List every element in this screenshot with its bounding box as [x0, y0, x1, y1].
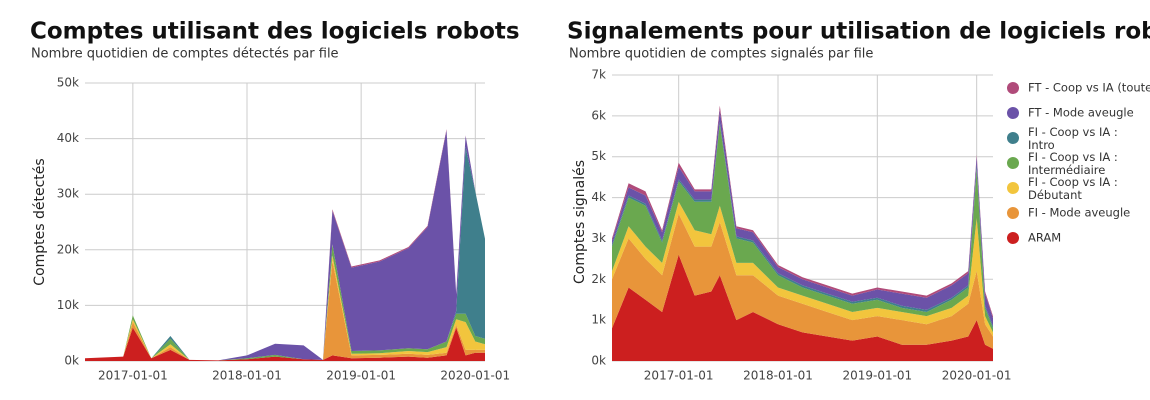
x-tick-label: 2020-01-01: [440, 369, 510, 383]
legend-swatch: [1007, 207, 1019, 219]
legend-swatch: [1007, 232, 1019, 244]
area: [85, 327, 485, 361]
legend-label: FI - Mode aveugle: [1028, 206, 1130, 220]
x-tick-label: 2019-01-01: [326, 369, 396, 383]
legend-swatch: [1007, 82, 1019, 94]
area: [612, 122, 993, 329]
legend-swatch: [1007, 132, 1019, 144]
legend-label: FT - Mode aveugle: [1028, 106, 1134, 120]
y-tick-label: 50k: [57, 76, 79, 90]
y-tick-label: 6k: [591, 108, 606, 122]
legend-label: FI - Coop vs IA : Intermédiaire: [1028, 150, 1118, 177]
x-tick-label: 2018-01-01: [743, 369, 813, 383]
y-tick-label: 4k: [591, 190, 606, 204]
legend-swatch: [1007, 157, 1019, 169]
y-tick-label: 1k: [591, 313, 606, 327]
y-tick-label: 3k: [591, 231, 606, 245]
area: [612, 213, 993, 349]
x-tick-label: 2017-01-01: [98, 369, 168, 383]
area: [85, 255, 485, 361]
area: [612, 254, 993, 361]
legend-swatch: [1007, 182, 1019, 194]
legend-label: ARAM: [1028, 231, 1061, 245]
y-tick-label: 2k: [591, 272, 606, 286]
area: [612, 201, 993, 337]
x-tick-label: 2017-01-01: [644, 369, 714, 383]
y-tick-label: 10k: [57, 298, 79, 312]
y-tick-label: 5k: [591, 149, 606, 163]
legend-label: FT - Coop vs IA (toutes): [1028, 81, 1150, 95]
area: [612, 124, 993, 333]
legend-swatch: [1007, 107, 1019, 119]
area: [612, 109, 993, 327]
chart-subtitle: Nombre quotidien de comptes détectés par…: [31, 47, 339, 62]
y-tick-label: 0k: [64, 354, 79, 368]
y-axis-title: Comptes signalés: [572, 160, 588, 284]
y-tick-label: 7k: [591, 68, 606, 82]
y-tick-label: 30k: [57, 187, 79, 201]
legend-label: FI - Coop vs IA : Intro: [1028, 125, 1118, 152]
chart-title: Comptes utilisant des logiciels robots: [30, 19, 520, 45]
area: [85, 130, 485, 361]
x-tick-label: 2019-01-01: [842, 369, 912, 383]
x-tick-label: 2020-01-01: [942, 369, 1012, 383]
y-axis-title: Comptes détectés: [32, 158, 48, 285]
y-tick-label: 20k: [57, 242, 79, 256]
area: [85, 260, 485, 361]
chart-subtitle: Nombre quotidien de comptes signalés par…: [569, 47, 873, 62]
y-tick-label: 0k: [591, 354, 606, 368]
x-tick-label: 2018-01-01: [212, 369, 282, 383]
chart-title: Signalements pour utilisation de logicie…: [567, 19, 1150, 45]
y-tick-label: 40k: [57, 131, 79, 145]
legend-label: FI - Coop vs IA : Débutant: [1028, 175, 1118, 202]
